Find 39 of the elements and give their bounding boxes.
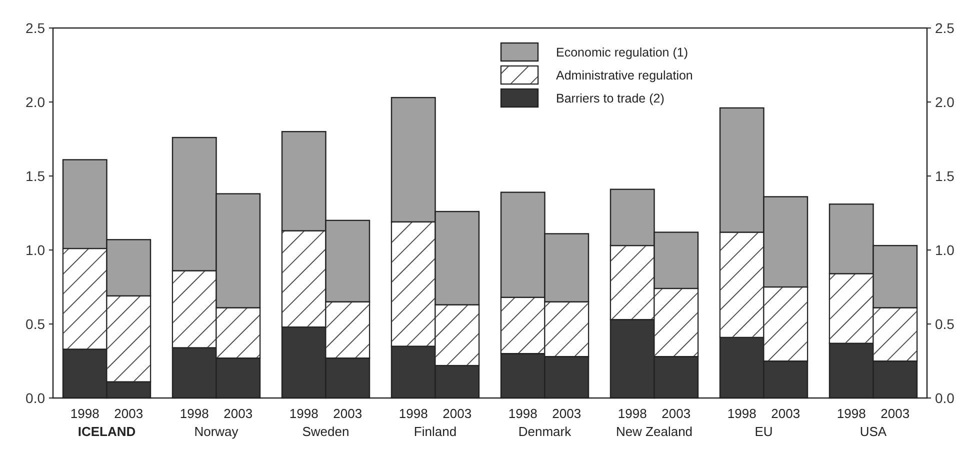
text: New Zealand: [616, 424, 693, 439]
text: Finland: [414, 424, 457, 439]
text: USA: [860, 424, 887, 439]
text: EU: [754, 424, 773, 439]
x-tick-label: 2003: [771, 406, 800, 421]
x-tick-label: 2003: [442, 406, 472, 421]
y2-tick-label: 0.0: [935, 390, 955, 406]
x-tick-label: 2003: [333, 406, 362, 421]
legend-label: Administrative regulation: [556, 68, 693, 82]
x-tick-label: 1998: [289, 406, 318, 421]
y-tick-label: 0.0: [26, 390, 46, 406]
x-tick-label: 1998: [398, 406, 428, 421]
y-tick-label: 1.5: [26, 168, 46, 184]
x-tick-label: 1998: [618, 406, 647, 421]
legend-label: Barriers to trade (2): [556, 91, 664, 106]
y2-tick-label: 1.0: [935, 242, 955, 258]
x-tick-label: 1998: [727, 406, 756, 421]
y2-tick-label: 1.5: [935, 168, 955, 184]
text: Sweden: [302, 424, 350, 439]
y-tick-label: 2.5: [26, 20, 46, 36]
x-tick-label: 1998: [70, 406, 100, 421]
y2-tick-label: 0.5: [935, 316, 955, 332]
x-tick-label: 1998: [836, 406, 866, 421]
y2-tick-label: 2.0: [935, 94, 955, 110]
x-tick-label: 2003: [552, 406, 582, 421]
x-tick-label: 2003: [224, 406, 253, 421]
x-tick-label: 1998: [180, 406, 209, 421]
text: Denmark: [518, 424, 572, 439]
x-tick-label: 1998: [508, 406, 538, 421]
text: Norway: [194, 424, 239, 439]
y-tick-label: 2.0: [26, 94, 46, 110]
x-tick-label: 2003: [662, 406, 691, 421]
legend-label: Economic regulation (1): [556, 45, 688, 60]
text: ICELAND: [78, 424, 136, 439]
y2-tick-label: 2.5: [935, 20, 955, 36]
x-tick-label: 2003: [114, 406, 144, 421]
y-tick-label: 1.0: [26, 242, 46, 258]
y-tick-label: 0.5: [26, 316, 46, 332]
x-tick-label: 2003: [880, 406, 910, 421]
